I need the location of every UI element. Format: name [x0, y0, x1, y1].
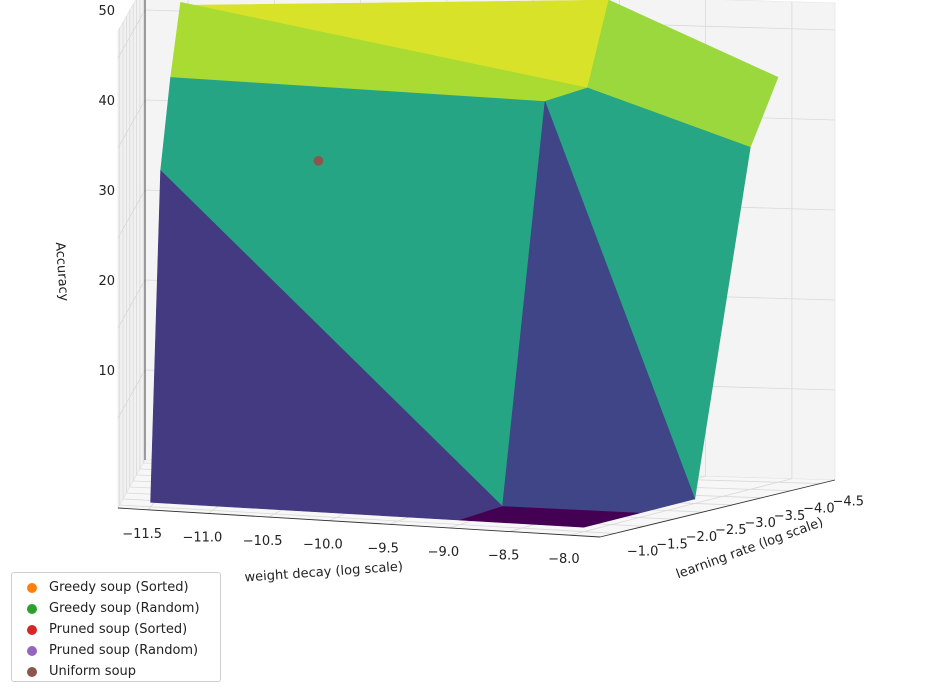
grid-line	[117, 369, 146, 419]
x-tick-label: −9.0	[428, 545, 460, 560]
legend-label: Greedy soup (Random)	[49, 601, 200, 616]
x-tick-label: −11.5	[122, 527, 162, 542]
soup-points	[313, 155, 324, 166]
y-tick-label: −2.5	[715, 523, 747, 538]
y-tick-label: −2.0	[686, 530, 718, 545]
z-tick-label: 20	[98, 274, 115, 289]
tick-labels: −11.5 −11.0 −10.5 −10.0 −9.5 −9.0 −8.5 −8.0 −1.0…	[98, 4, 864, 567]
grid-line	[117, 9, 146, 59]
x-tick-label: −11.0	[182, 530, 222, 545]
x-tick-label: −10.0	[303, 538, 343, 553]
legend-item-greedy-sorted: Greedy soup (Sorted)	[18, 577, 214, 598]
accuracy-surface	[150, 0, 779, 528]
z-axis-label: Accuracy	[52, 242, 71, 303]
grid-line	[117, 279, 146, 329]
z-tick-label: 40	[98, 94, 115, 109]
z-tick-label: 50	[98, 4, 115, 19]
legend-label: Pruned soup (Sorted)	[49, 622, 188, 637]
legend: Greedy soup (Sorted) Greedy soup (Random…	[11, 572, 221, 682]
point-uniform-soup	[313, 155, 324, 166]
y-tick-label: −1.5	[656, 537, 688, 552]
legend-marker	[27, 624, 37, 635]
x-axis-label: weight decay (log scale)	[244, 559, 403, 585]
legend-marker	[27, 582, 37, 593]
z-tick-label: 10	[98, 364, 115, 379]
z-tick-label: 30	[98, 184, 115, 199]
legend-marker	[27, 603, 37, 614]
legend-label: Greedy soup (Sorted)	[49, 580, 189, 595]
legend-marker	[27, 666, 37, 677]
y-tick-label: −1.0	[627, 544, 659, 559]
grid-line	[119, 504, 615, 534]
grid-line	[569, 478, 792, 536]
grid-line	[117, 99, 146, 149]
x-tick-label: −9.5	[367, 541, 399, 556]
x-tick-label: −10.5	[243, 534, 283, 549]
y-axis-line	[599, 479, 836, 538]
y-tick-label: −3.5	[774, 509, 806, 524]
legend-item-pruned-sorted: Pruned soup (Sorted)	[18, 619, 214, 640]
x-tick-label: −8.0	[548, 552, 580, 567]
y-tick-label: −4.5	[833, 495, 865, 510]
side-pane	[117, 0, 146, 510]
legend-item-pruned-random: Pruned soup (Random)	[18, 640, 214, 661]
axis-lines	[117, 0, 836, 538]
grid-line	[117, 189, 146, 239]
legend-item-uniform: Uniform soup	[18, 661, 214, 682]
y-tick-label: −3.0	[744, 516, 776, 531]
legend-marker	[27, 645, 37, 656]
x-axis-line	[117, 507, 601, 538]
surface-facet	[459, 506, 640, 528]
legend-item-greedy-random: Greedy soup (Random)	[18, 598, 214, 619]
y-tick-label: −4.0	[803, 502, 835, 517]
legend-label: Pruned soup (Random)	[49, 643, 199, 658]
legend-label: Uniform soup	[49, 664, 137, 679]
x-tick-label: −8.5	[488, 549, 520, 564]
